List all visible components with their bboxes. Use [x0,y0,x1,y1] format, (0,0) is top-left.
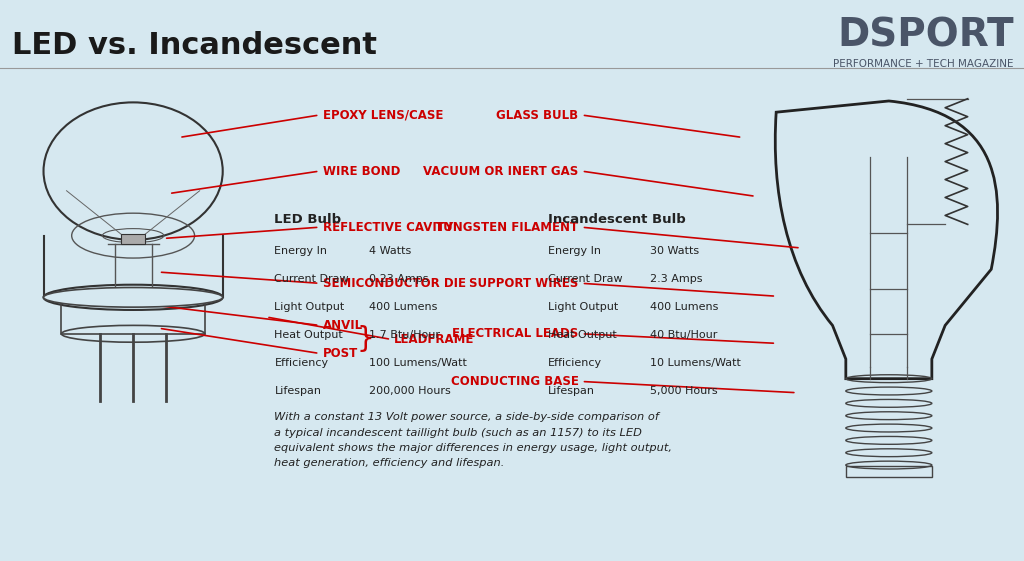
Text: 100 Lumens/Watt: 100 Lumens/Watt [369,358,467,368]
Text: SUPPORT WIRES: SUPPORT WIRES [469,277,579,290]
Text: SEMICONDUCTOR DIE: SEMICONDUCTOR DIE [323,277,466,290]
Text: Lifespan: Lifespan [274,386,322,396]
Text: WIRE BOND: WIRE BOND [323,164,400,178]
Text: 2.3 Amps: 2.3 Amps [650,274,702,284]
Text: LED vs. Incandescent: LED vs. Incandescent [12,31,377,60]
Text: CONDUCTING BASE: CONDUCTING BASE [451,375,579,388]
Text: Incandescent Bulb: Incandescent Bulb [548,213,686,226]
Text: Energy In: Energy In [548,246,601,256]
Text: EPOXY LENS/CASE: EPOXY LENS/CASE [323,108,443,122]
Text: Energy In: Energy In [274,246,328,256]
Text: TUNGSTEN FILAMENT: TUNGSTEN FILAMENT [435,220,579,234]
Text: Light Output: Light Output [274,302,345,312]
Text: Efficiency: Efficiency [548,358,602,368]
Text: 400 Lumens: 400 Lumens [650,302,719,312]
Bar [846,466,932,477]
Text: Current Draw: Current Draw [274,274,349,284]
Text: POST: POST [323,347,357,360]
Text: GLASS BULB: GLASS BULB [497,108,579,122]
Text: 10 Lumens/Watt: 10 Lumens/Watt [650,358,741,368]
Text: }: } [356,325,374,353]
Text: ANVIL: ANVIL [323,319,362,332]
Text: 4 Watts: 4 Watts [369,246,411,256]
Text: 400 Lumens: 400 Lumens [369,302,437,312]
Text: PERFORMANCE + TECH MAGAZINE: PERFORMANCE + TECH MAGAZINE [834,59,1014,69]
Bar [61,295,205,334]
Text: LED Bulb: LED Bulb [274,213,342,226]
Text: Current Draw: Current Draw [548,274,623,284]
Text: VACUUM OR INERT GAS: VACUUM OR INERT GAS [423,164,579,178]
Text: Heat Output: Heat Output [274,330,343,340]
Text: With a constant 13 Volt power source, a side-by-side comparison of
a typical inc: With a constant 13 Volt power source, a … [274,412,673,468]
Ellipse shape [44,287,223,307]
Text: 30 Watts: 30 Watts [650,246,699,256]
Text: REFLECTIVE CAVITY: REFLECTIVE CAVITY [323,220,453,234]
Text: ELECTRICAL LEADS: ELECTRICAL LEADS [453,327,579,341]
Text: 40 Btu/Hour: 40 Btu/Hour [650,330,718,340]
Text: Efficiency: Efficiency [274,358,329,368]
Text: 0.23 Amps: 0.23 Amps [369,274,428,284]
Text: 5,000 Hours: 5,000 Hours [650,386,718,396]
Text: Light Output: Light Output [548,302,618,312]
Text: DSPORT: DSPORT [838,17,1014,55]
Text: LEADFRAME: LEADFRAME [394,333,474,346]
Text: Lifespan: Lifespan [548,386,595,396]
Bar [121,234,145,244]
Text: 1.7 Btu/Hour: 1.7 Btu/Hour [369,330,439,340]
Text: 200,000 Hours: 200,000 Hours [369,386,451,396]
Text: Heat Output: Heat Output [548,330,616,340]
